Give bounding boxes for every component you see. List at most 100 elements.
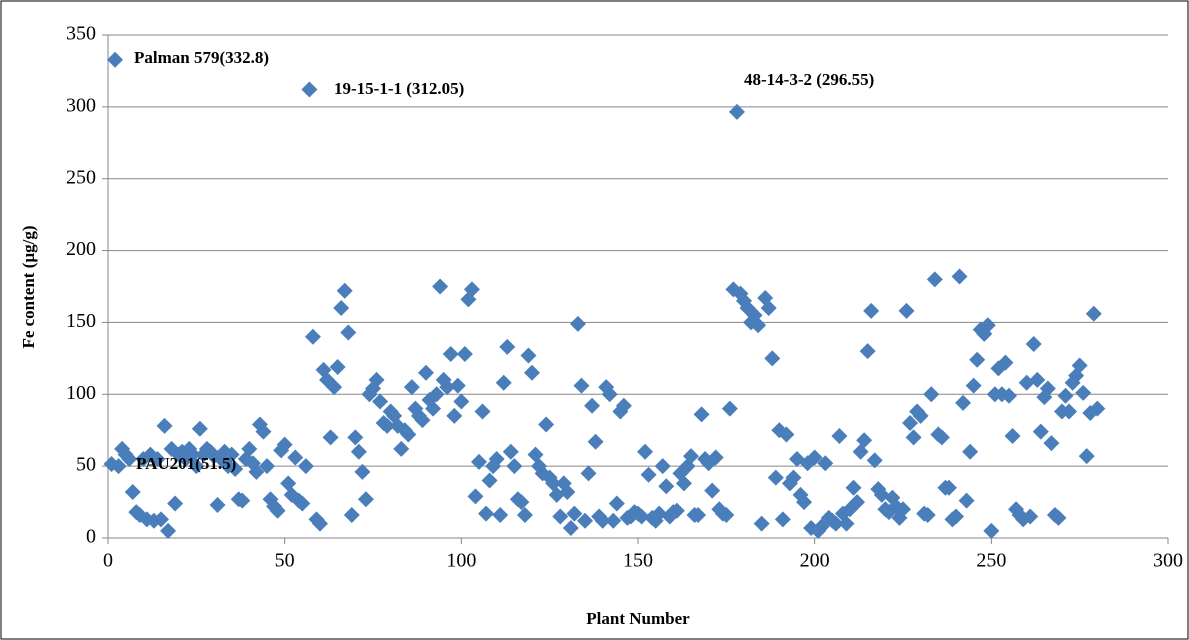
- data-point: [1032, 423, 1049, 440]
- data-point: [760, 300, 777, 317]
- data-point: [979, 317, 996, 334]
- data-point: [887, 498, 904, 515]
- data-point: [471, 453, 487, 470]
- data-point: [209, 496, 226, 513]
- data-point: [902, 415, 919, 432]
- data-point: [524, 364, 540, 381]
- data-point: [707, 449, 724, 466]
- data-point: [683, 448, 699, 465]
- data-point: [414, 412, 431, 429]
- y-tick-label: 200: [66, 238, 96, 260]
- data-point: [287, 449, 304, 466]
- data-point: [1057, 387, 1074, 404]
- annotation: PAU201(51.5): [136, 454, 236, 473]
- data-point: [774, 511, 791, 528]
- data-point: [442, 346, 459, 363]
- data-point: [962, 443, 979, 460]
- data-point: [580, 465, 597, 482]
- data-point: [418, 364, 434, 381]
- data-point: [301, 81, 318, 98]
- data-point: [403, 379, 420, 396]
- data-point: [160, 522, 177, 539]
- data-point: [478, 505, 495, 522]
- data-point: [958, 492, 975, 509]
- x-tick-label: 200: [800, 550, 830, 572]
- data-point: [637, 443, 654, 460]
- x-tick-label: 150: [623, 550, 653, 572]
- data-point: [1004, 427, 1021, 444]
- x-tick-label: 100: [446, 550, 476, 572]
- data-point: [326, 379, 343, 396]
- data-point: [188, 458, 205, 475]
- x-tick-label: 300: [1153, 550, 1183, 572]
- data-point: [107, 51, 124, 68]
- data-point: [997, 354, 1014, 371]
- data-point: [347, 429, 364, 446]
- data-point: [393, 440, 410, 457]
- data-point: [1050, 509, 1067, 526]
- data-point: [241, 440, 258, 457]
- data-point: [690, 507, 707, 524]
- data-point: [1085, 305, 1102, 322]
- data-point: [584, 397, 601, 414]
- annotation: 19-15-1-1 (312.05): [334, 79, 464, 98]
- data-point: [167, 495, 184, 512]
- data-point: [492, 507, 509, 524]
- data-point: [297, 458, 314, 475]
- data-point: [951, 268, 968, 285]
- data-point: [538, 416, 555, 433]
- data-point: [608, 495, 625, 512]
- data-point: [149, 450, 166, 467]
- data-point: [948, 508, 964, 525]
- data-point: [1061, 403, 1078, 420]
- data-point: [124, 484, 141, 501]
- data-point: [796, 494, 813, 511]
- annotation: Palman 579(332.8): [134, 48, 269, 67]
- data-point: [1039, 380, 1056, 397]
- data-point: [368, 371, 385, 388]
- data-point: [499, 338, 516, 355]
- data-point: [379, 417, 396, 434]
- data-point: [336, 282, 353, 299]
- data-point: [926, 271, 943, 288]
- data-point: [827, 515, 844, 532]
- x-tick-label: 50: [275, 550, 295, 572]
- data-point: [516, 507, 533, 524]
- data-point: [866, 452, 883, 469]
- data-point: [259, 458, 275, 475]
- data-point: [1078, 448, 1095, 465]
- data-point: [569, 315, 586, 332]
- data-point: [350, 443, 367, 460]
- data-point: [859, 343, 876, 360]
- data-point: [668, 502, 685, 519]
- data-point: [449, 377, 466, 394]
- data-point: [1043, 435, 1060, 452]
- data-point: [481, 472, 498, 489]
- data-point: [940, 479, 957, 496]
- data-point: [983, 522, 1000, 539]
- data-point: [562, 519, 579, 536]
- data-point: [764, 350, 781, 367]
- data-point: [898, 302, 915, 319]
- x-tick-label: 0: [103, 550, 113, 572]
- data-point: [817, 455, 834, 472]
- data-point: [955, 394, 972, 411]
- data-point: [601, 386, 618, 403]
- data-point: [121, 450, 138, 467]
- data-point: [704, 482, 721, 499]
- data-point: [1089, 400, 1106, 417]
- data-point: [1075, 384, 1092, 401]
- data-point: [785, 469, 802, 486]
- data-point: [354, 463, 371, 480]
- data-point: [863, 302, 880, 319]
- data-point: [276, 436, 293, 453]
- data-point: [605, 512, 622, 529]
- y-tick-label: 100: [66, 382, 96, 404]
- data-point: [1022, 508, 1039, 525]
- data-point: [502, 443, 519, 460]
- data-point: [831, 427, 848, 444]
- x-tick-label: 250: [976, 550, 1006, 572]
- data-point: [845, 479, 862, 496]
- y-tick-label: 150: [66, 310, 96, 332]
